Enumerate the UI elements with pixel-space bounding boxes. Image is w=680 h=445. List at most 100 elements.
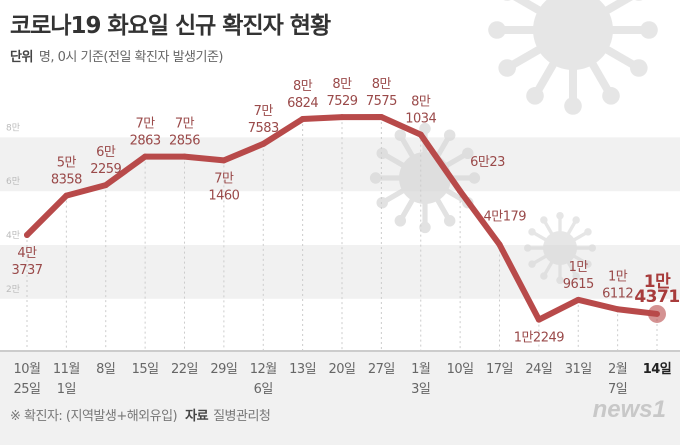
data-label: 2856 (169, 134, 200, 149)
data-label: 9615 (563, 277, 594, 292)
data-label: 7만 (254, 104, 274, 119)
footnote: ※ 확진자: (지역발생+해외유입) 자료 질병관리청 (10, 405, 271, 424)
data-point (299, 116, 306, 123)
unit-text: 명, 0시 기준(전일 확진자 발생기준) (38, 50, 224, 65)
data-label: 7만 (136, 117, 156, 132)
data-label: 8358 (51, 173, 82, 188)
virus-spike-tip (556, 276, 564, 285)
data-label: 7575 (366, 94, 397, 109)
data-point (417, 131, 424, 138)
x-tick-label: 1월 (411, 362, 430, 377)
virus-spike-tip (394, 215, 407, 227)
virus-icon (523, 211, 597, 285)
x-tick-label: 6일 (254, 382, 273, 397)
virus-spike (531, 230, 561, 250)
data-label: 5만 (57, 156, 77, 171)
virus-spike-tip (369, 172, 382, 184)
data-label: 4371 (634, 287, 679, 307)
virus-spike-tip (564, 97, 582, 115)
virus-spike (559, 230, 589, 250)
unit-caption: 단위 명, 0시 기준(전일 확진자 발생기준) (10, 46, 223, 65)
x-tick-label: 1일 (57, 382, 76, 397)
data-label: 1034 (405, 112, 436, 127)
x-tick-label: 29일 (210, 362, 237, 377)
virus-spike (551, 0, 577, 32)
data-label: 2259 (90, 162, 121, 177)
data-label: 8만 (411, 95, 431, 110)
virus-spike (542, 219, 562, 249)
data-label: 8만 (293, 79, 313, 94)
virus-spike (513, 0, 575, 34)
news1-logo: news1 (592, 396, 666, 423)
virus-spike-tip (419, 122, 431, 135)
x-tick-label: 25일 (13, 382, 40, 397)
source-text: 질병관리청 (213, 409, 271, 424)
virus-spike (531, 246, 561, 266)
data-point (63, 192, 70, 199)
x-tick-label: 17일 (486, 362, 513, 377)
virus-spike-tip (556, 211, 564, 220)
virus-spike-tip (572, 272, 580, 280)
virus-spike-tip (540, 216, 548, 224)
virus-spike (569, 0, 595, 32)
virus-spike (571, 26, 641, 72)
y-tick-label: 2만 (6, 284, 20, 295)
y-tick-label: 4만 (6, 230, 20, 241)
virus-spike-tip (584, 260, 592, 268)
virus-icon (488, 0, 658, 115)
virus-spike-tip (528, 228, 536, 236)
x-tick-label: 10일 (447, 362, 474, 377)
data-label: 8만 (372, 77, 392, 92)
data-label: 7583 (248, 121, 279, 136)
data-label: 3737 (11, 263, 42, 278)
data-point (378, 114, 385, 121)
data-point (457, 188, 464, 195)
virus-spike-tip (394, 129, 407, 141)
virus-spike-tip (462, 147, 474, 160)
data-label: 7만 (175, 117, 195, 132)
virus-spike (569, 28, 615, 98)
virus-spike-tip (376, 147, 388, 160)
virus-spike (423, 175, 470, 205)
source-label: 자료 (185, 409, 209, 424)
virus-spike-tip (503, 0, 511, 1)
virus-spike-tip (419, 221, 431, 234)
x-tick-label: 7일 (608, 382, 627, 397)
latest-point-marker (648, 304, 666, 323)
data-point (339, 114, 345, 121)
virus-spike (380, 151, 427, 181)
x-tick-label: 2월 (608, 362, 627, 377)
data-label: 7529 (326, 94, 357, 109)
data-point (220, 157, 227, 164)
virus-spike-tip (630, 59, 648, 77)
data-point (535, 316, 542, 323)
virus-spike-tip (523, 244, 532, 252)
x-tick-label: 3일 (411, 382, 430, 397)
virus-spike (505, 26, 575, 72)
virus-spike (558, 247, 578, 277)
data-point (142, 153, 149, 160)
virus-spike-tip (584, 228, 592, 236)
virus-spike-tip (498, 59, 516, 77)
virus-spike (559, 246, 589, 266)
x-tick-label: 22일 (171, 362, 198, 377)
virus-spike-tip (602, 87, 620, 105)
data-label: 6만23 (470, 155, 505, 170)
virus-spike-tip (443, 129, 456, 141)
footnote-text: ※ 확진자: (지역발생+해외유입) (10, 409, 178, 424)
virus-spike (531, 28, 577, 98)
data-point (24, 231, 30, 238)
data-point (181, 153, 188, 160)
x-tick-label: 11월 (53, 362, 80, 377)
virus-spike-tip (640, 21, 658, 39)
virus-spike (422, 176, 452, 223)
data-label: 1만 (608, 269, 628, 284)
footer: ※ 확진자: (지역발생+해외유입) 자료 질병관리청 news1 (0, 352, 680, 445)
virus-spike (542, 247, 562, 277)
x-tick-label: 15일 (132, 362, 159, 377)
data-label: 1만 (569, 260, 589, 275)
virus-spike-tip (540, 272, 548, 280)
data-label: 1만 (644, 272, 671, 292)
virus-spike (558, 219, 578, 249)
